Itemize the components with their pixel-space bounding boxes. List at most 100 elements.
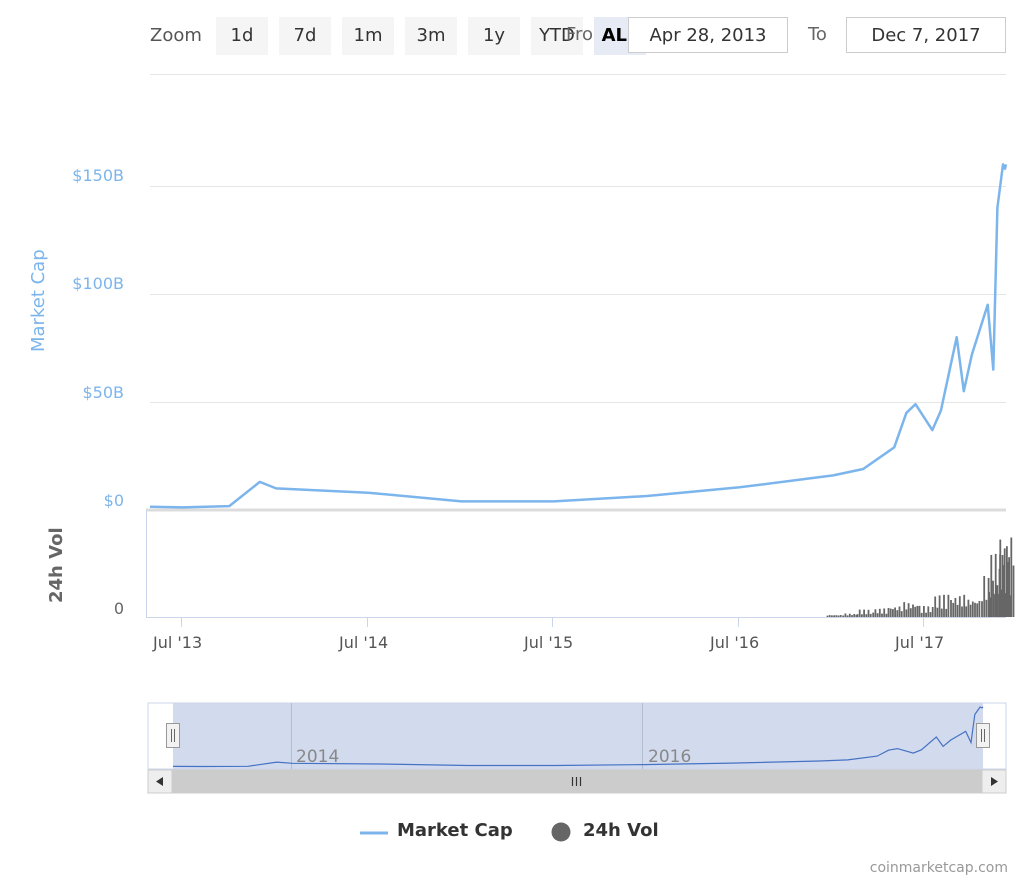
arrow-right-icon: [991, 777, 998, 786]
zoom-label: Zoom: [150, 25, 202, 46]
volume-bar: [965, 606, 968, 617]
volume-bar: [894, 607, 896, 617]
y-tick-150b: $150B: [72, 166, 124, 185]
navigator-selected-range[interactable]: [173, 703, 983, 769]
range-selector-divider: [150, 74, 1006, 75]
zoom-1d-button[interactable]: 1d: [216, 17, 268, 55]
volume-bar: [936, 607, 939, 617]
volume-bar: [974, 602, 976, 617]
volume-bar: [833, 615, 835, 617]
zoom-7d-button[interactable]: 7d: [279, 17, 331, 55]
volume-bar: [853, 614, 856, 617]
volume-bar: [918, 605, 921, 617]
x-ticks: [181, 617, 924, 627]
volume-bar: [839, 615, 842, 617]
gridlines: [150, 186, 1006, 403]
volume-bar: [938, 595, 941, 617]
volume-bar: [881, 613, 883, 617]
x-tick-jul-13: Jul '13: [153, 633, 203, 652]
volume-bar: [920, 612, 923, 617]
volume-bar: [943, 594, 945, 617]
volume-bar: [934, 596, 937, 617]
volume-bar: [976, 603, 979, 617]
market-cap-line: [149, 163, 1008, 509]
volume-bar: [1008, 557, 1010, 617]
volume-bar: [885, 613, 888, 617]
volume-bar: [909, 608, 912, 617]
zoom-1m-button[interactable]: 1m: [342, 17, 394, 55]
volume-bar: [1012, 565, 1015, 617]
volume-bar: [837, 615, 840, 617]
from-date-input[interactable]: [628, 17, 788, 53]
x-tick-jul-17: Jul '17: [895, 633, 945, 652]
volume-bar: [1001, 555, 1004, 617]
volume-bar: [912, 604, 914, 617]
volume-bar: [846, 615, 849, 617]
navigator-series: [172, 706, 984, 768]
volume-bar: [872, 612, 875, 617]
to-date-input[interactable]: [846, 17, 1006, 53]
volume-bar: [990, 554, 993, 617]
legend-item-24h-vol[interactable]: 24h Vol: [583, 820, 659, 841]
volume-bar: [985, 599, 988, 617]
volume-bar: [963, 594, 966, 617]
volume-bar: [892, 609, 894, 617]
navigator: 2014 2016: [147, 702, 1007, 770]
scrollbar-grip-icon: [571, 777, 582, 786]
volume-bar: [931, 607, 934, 617]
volume-bar: [925, 612, 927, 617]
volume-bar: [883, 608, 886, 617]
volume-bar: [1006, 546, 1008, 617]
volume-bar: [861, 614, 863, 617]
volume-bar: [950, 600, 952, 617]
volume-bars: [826, 537, 1015, 617]
zoom-3m-button[interactable]: 3m: [405, 17, 457, 55]
volume-bar: [842, 615, 845, 617]
volume-bar: [844, 613, 847, 617]
volume-bar: [826, 615, 829, 617]
volume-bar: [914, 606, 917, 617]
navigator-right-handle[interactable]: [976, 723, 990, 748]
volume-bar: [947, 594, 950, 617]
volume-bar: [916, 605, 919, 617]
volume-bar: [856, 614, 859, 617]
to-label: To: [808, 24, 827, 45]
volume-bar: [867, 609, 870, 617]
navigator-left-handle[interactable]: [166, 723, 180, 748]
zoom-1y-button[interactable]: 1y: [468, 17, 520, 55]
volume-bar: [851, 615, 853, 617]
volume-bar: [954, 598, 957, 617]
y-tick-50b: $50B: [82, 383, 124, 402]
volume-bar: [889, 608, 892, 617]
legend-item-market-cap[interactable]: Market Cap: [397, 820, 513, 841]
volume-bar: [874, 609, 877, 617]
volume-bar: [1010, 537, 1013, 617]
navigator-tick-2016: 2016: [648, 747, 691, 767]
volume-bar: [927, 606, 930, 617]
volume-bar: [969, 604, 972, 617]
volume-bar: [858, 609, 861, 617]
volume-bar: [923, 606, 925, 617]
volume-bar: [929, 612, 932, 617]
volume-bar: [903, 602, 906, 617]
volume-bar: [983, 576, 986, 617]
volume-bar: [905, 609, 908, 617]
volume-bar: [900, 611, 903, 617]
scrollbar[interactable]: [147, 769, 1007, 794]
volume-bar: [978, 601, 981, 617]
volume-bar: [898, 606, 901, 617]
volume-bar: [992, 593, 995, 617]
volume-bar: [878, 608, 881, 617]
volume-bar: [907, 603, 910, 617]
legend-volume-symbol: [551, 822, 571, 842]
credits-link[interactable]: coinmarketcap.com: [869, 860, 1008, 876]
volume-bar: [865, 614, 868, 617]
volume-bar: [945, 608, 948, 617]
volume-bar: [994, 553, 997, 617]
volume-bar: [855, 614, 858, 617]
volume-bar: [956, 604, 959, 617]
volume-bar: [1003, 548, 1006, 617]
volume-bar: [967, 599, 970, 617]
zoom-ytd-button[interactable]: YTD: [531, 17, 583, 55]
